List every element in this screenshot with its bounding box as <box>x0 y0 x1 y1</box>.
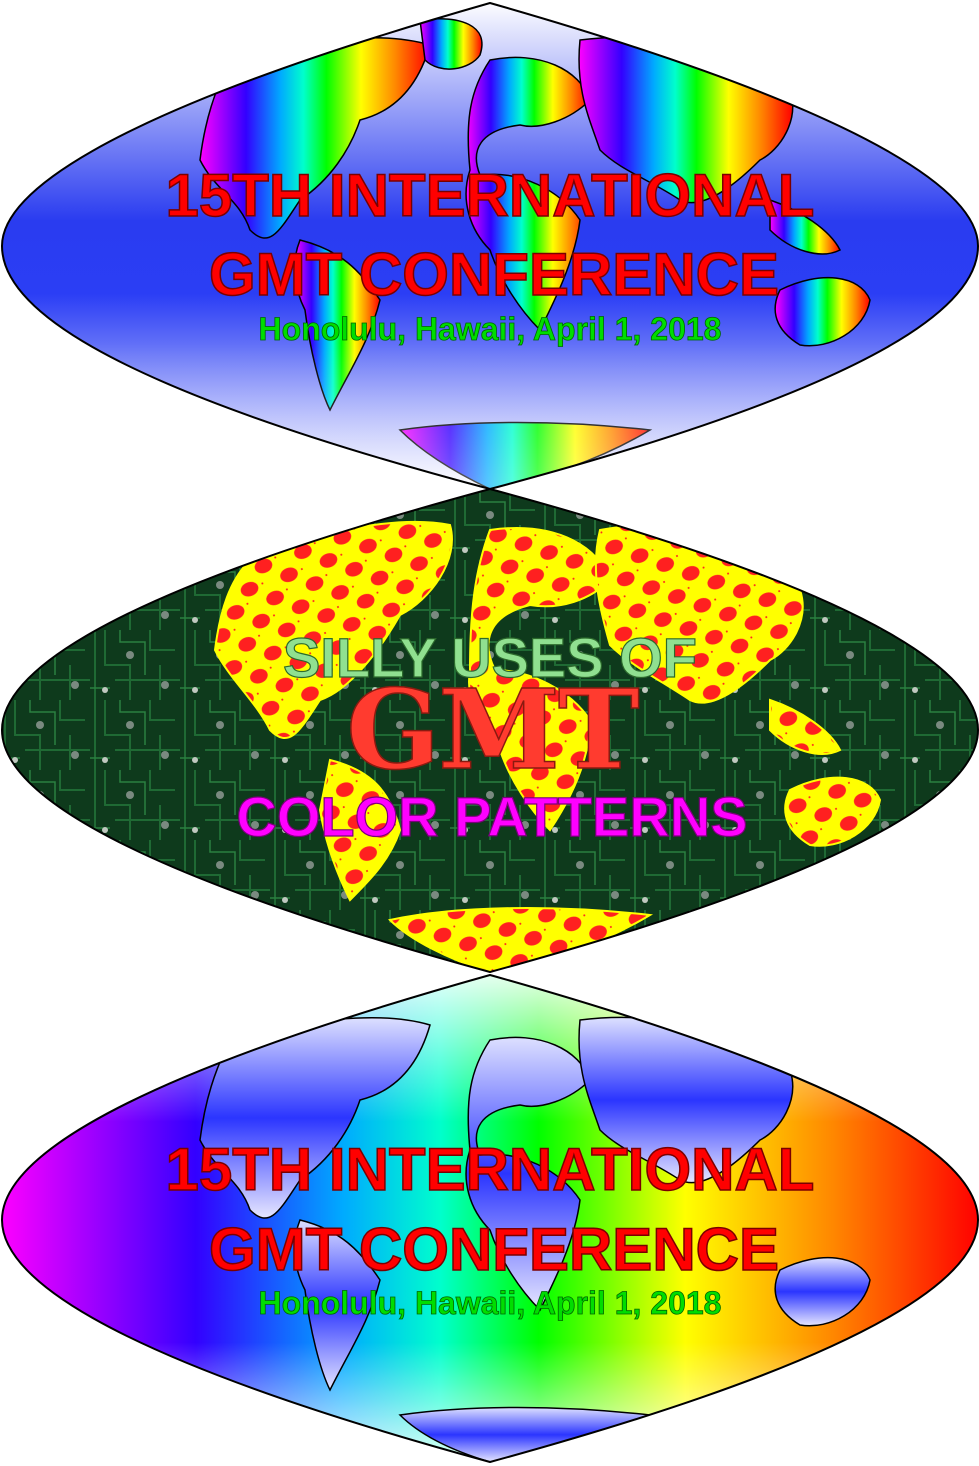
top-title-line1: 15TH INTERNATIONAL <box>166 162 815 229</box>
bottom-titles: 15TH INTERNATIONAL GMT CONFERENCE Honolu… <box>165 1135 815 1321</box>
bottom-title-line2: GMT CONFERENCE <box>209 1216 779 1283</box>
middle-line3: COLOR PATTERNS <box>236 785 747 848</box>
top-titles: 15TH INTERNATIONAL GMT CONFERENCE Honolu… <box>165 161 815 347</box>
top-subtitle: Honolulu, Hawaii, April 1, 2018 <box>259 311 722 347</box>
bottom-subtitle: Honolulu, Hawaii, April 1, 2018 <box>259 1285 722 1321</box>
bottom-title-line1: 15TH INTERNATIONAL <box>166 1136 815 1203</box>
gmt-logo: GMT <box>346 665 639 794</box>
map-bottom-outline <box>0 973 979 1464</box>
top-title-line2: GMT CONFERENCE <box>209 241 779 308</box>
middle-titles: SILLY USES OF GMT COLOR PATTERNS <box>236 625 748 848</box>
continents-bottom <box>199 1016 871 1462</box>
map-middle-outline <box>0 487 979 974</box>
middle-line1: SILLY USES OF <box>283 626 697 689</box>
